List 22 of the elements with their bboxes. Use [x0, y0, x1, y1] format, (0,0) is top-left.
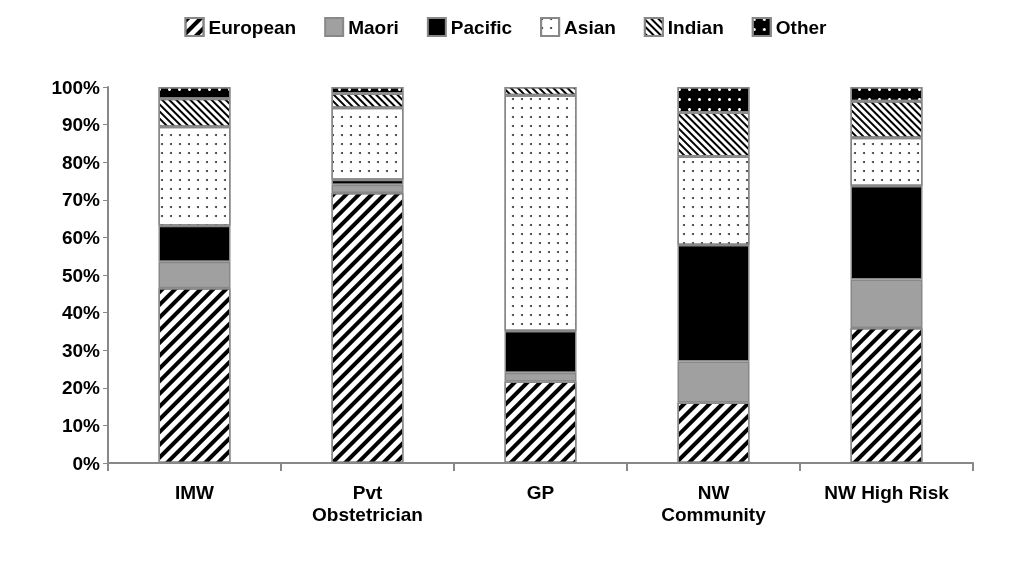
y-tick-label: 0%: [72, 452, 101, 474]
y-tick-label: 90%: [61, 114, 101, 136]
x-tick-label: Pvt Obstetrician: [312, 481, 423, 525]
y-tick-label: 60%: [61, 226, 101, 248]
y-tick-label: 20%: [61, 377, 101, 399]
legend-label: European: [208, 16, 297, 38]
legend-label: Indian: [667, 16, 724, 38]
legend-label: Pacific: [450, 16, 513, 38]
legend-label: Asian: [564, 16, 616, 38]
y-tick-label: 10%: [61, 414, 101, 436]
y-tick-label: 30%: [61, 339, 101, 361]
x-tick-label: IMW: [174, 481, 215, 503]
x-tick-label: NW Community: [661, 481, 767, 525]
legend-label: Maori: [348, 16, 399, 38]
y-tick-label: 40%: [61, 302, 101, 324]
y-tick-label: 50%: [61, 264, 101, 286]
x-tick-label: GP: [526, 481, 555, 503]
y-tick-label: 70%: [61, 189, 101, 211]
legend-label: Other: [775, 16, 828, 38]
y-tick-label: 100%: [51, 76, 101, 98]
y-tick-label: 80%: [61, 151, 101, 173]
x-tick-label: NW High Risk: [824, 481, 950, 503]
